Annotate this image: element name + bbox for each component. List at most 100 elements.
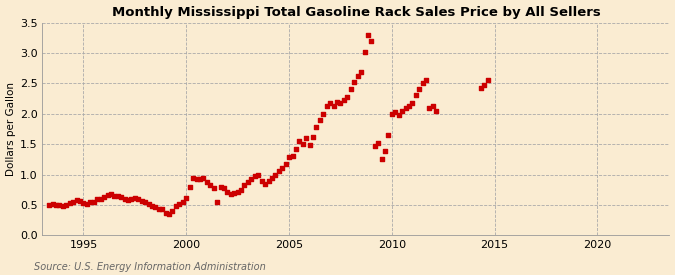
Point bbox=[321, 104, 332, 109]
Point bbox=[414, 87, 425, 92]
Point bbox=[167, 209, 178, 213]
Point bbox=[171, 204, 182, 208]
Y-axis label: Dollars per Gallon: Dollars per Gallon bbox=[5, 82, 16, 176]
Point bbox=[298, 142, 308, 146]
Point bbox=[366, 39, 377, 43]
Point bbox=[232, 189, 243, 194]
Point bbox=[229, 191, 240, 195]
Point bbox=[475, 86, 486, 90]
Point bbox=[191, 177, 202, 181]
Point bbox=[249, 174, 260, 178]
Point bbox=[267, 175, 277, 180]
Point bbox=[417, 81, 428, 86]
Point bbox=[164, 212, 175, 216]
Point bbox=[78, 201, 89, 205]
Point bbox=[123, 198, 134, 202]
Point bbox=[64, 201, 75, 205]
Point bbox=[390, 110, 401, 115]
Point bbox=[376, 157, 387, 161]
Point bbox=[215, 185, 226, 189]
Point bbox=[219, 186, 230, 190]
Point bbox=[133, 197, 144, 201]
Point bbox=[311, 125, 322, 129]
Point bbox=[304, 143, 315, 147]
Point bbox=[201, 180, 212, 184]
Point bbox=[263, 178, 274, 183]
Point bbox=[352, 74, 363, 78]
Point bbox=[136, 199, 147, 203]
Point bbox=[410, 93, 421, 98]
Point bbox=[113, 194, 124, 199]
Point bbox=[212, 200, 223, 204]
Point bbox=[397, 109, 408, 114]
Point bbox=[294, 139, 304, 143]
Point bbox=[198, 175, 209, 180]
Point bbox=[140, 200, 151, 205]
Point bbox=[105, 192, 116, 196]
Title: Monthly Mississippi Total Gasoline Rack Sales Price by All Sellers: Monthly Mississippi Total Gasoline Rack … bbox=[111, 6, 600, 18]
Point bbox=[335, 101, 346, 105]
Text: Source: U.S. Energy Information Administration: Source: U.S. Energy Information Administ… bbox=[34, 262, 265, 272]
Point bbox=[153, 206, 164, 211]
Point bbox=[315, 118, 325, 122]
Point bbox=[184, 185, 195, 189]
Point bbox=[92, 197, 103, 202]
Point bbox=[394, 113, 404, 117]
Point bbox=[146, 203, 157, 208]
Point bbox=[400, 105, 411, 110]
Point bbox=[72, 198, 82, 202]
Point bbox=[260, 182, 271, 186]
Point bbox=[225, 192, 236, 196]
Point bbox=[88, 200, 99, 204]
Point bbox=[325, 101, 335, 105]
Point bbox=[479, 82, 490, 87]
Point bbox=[407, 101, 418, 105]
Point bbox=[346, 87, 356, 92]
Point bbox=[194, 177, 205, 182]
Point bbox=[246, 177, 257, 182]
Point bbox=[150, 205, 161, 209]
Point bbox=[287, 154, 298, 158]
Point bbox=[61, 203, 72, 207]
Point bbox=[74, 199, 85, 203]
Point bbox=[44, 203, 55, 207]
Point bbox=[359, 50, 370, 54]
Point bbox=[270, 172, 281, 177]
Point bbox=[242, 180, 253, 184]
Point bbox=[119, 197, 130, 201]
Point bbox=[68, 200, 78, 204]
Point bbox=[369, 144, 380, 148]
Point bbox=[157, 207, 167, 211]
Point bbox=[102, 192, 113, 197]
Point bbox=[51, 203, 61, 207]
Point bbox=[290, 147, 301, 151]
Point bbox=[387, 112, 398, 116]
Point bbox=[284, 155, 294, 160]
Point bbox=[143, 202, 154, 207]
Point bbox=[95, 197, 106, 201]
Point bbox=[253, 172, 264, 177]
Point bbox=[205, 183, 216, 188]
Point bbox=[47, 202, 58, 206]
Point bbox=[331, 99, 342, 104]
Point bbox=[174, 202, 185, 206]
Point bbox=[373, 141, 383, 145]
Point bbox=[99, 195, 109, 199]
Point bbox=[85, 200, 96, 205]
Point bbox=[82, 202, 92, 206]
Point bbox=[208, 186, 219, 190]
Point bbox=[308, 135, 319, 139]
Point bbox=[339, 98, 350, 103]
Point bbox=[222, 189, 233, 194]
Point bbox=[115, 195, 126, 199]
Point bbox=[178, 200, 188, 204]
Point bbox=[57, 203, 68, 208]
Point bbox=[356, 70, 367, 75]
Point bbox=[273, 169, 284, 174]
Point bbox=[349, 80, 360, 84]
Point bbox=[362, 32, 373, 37]
Point bbox=[188, 175, 198, 180]
Point bbox=[256, 178, 267, 183]
Point bbox=[383, 133, 394, 137]
Point bbox=[236, 188, 246, 192]
